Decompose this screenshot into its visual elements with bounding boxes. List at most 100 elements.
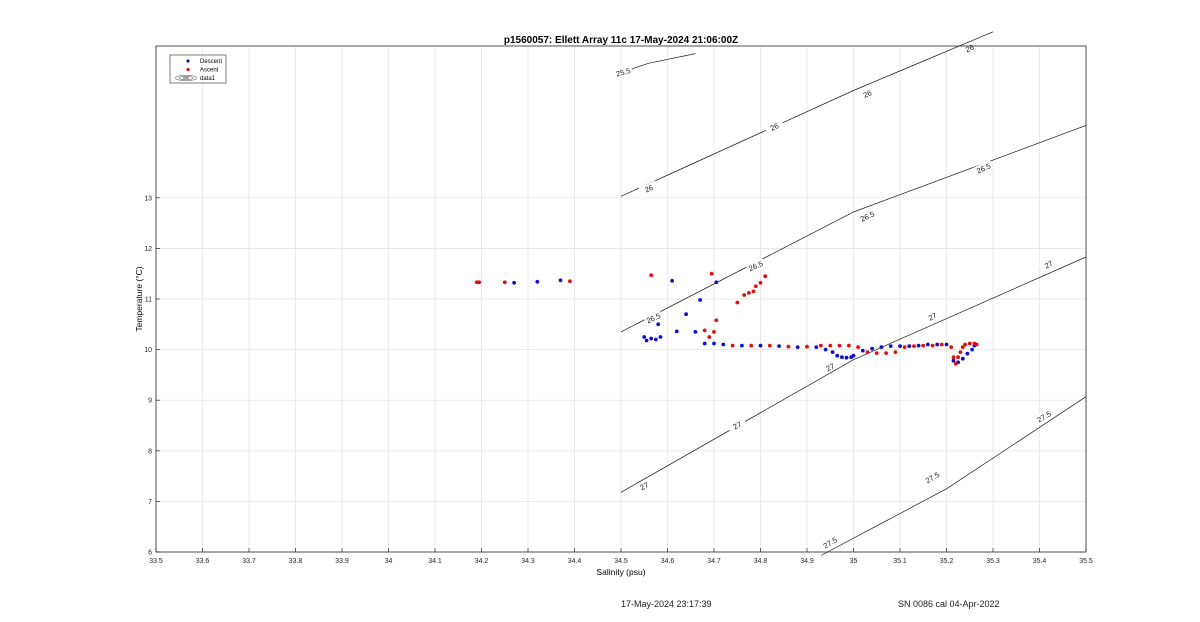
- ascent-point: [884, 351, 888, 355]
- ascent-point: [837, 343, 842, 348]
- descent-point: [916, 343, 921, 348]
- y-tick-label: 12: [144, 246, 152, 253]
- descent-point: [830, 350, 835, 354]
- descent-point: [935, 342, 940, 347]
- x-tick-label: 34.3: [521, 558, 535, 565]
- legend-ascent-marker: [186, 67, 190, 72]
- ascent-point: [893, 350, 898, 354]
- contour-label: 27: [824, 361, 836, 373]
- ascent-point: [767, 343, 772, 348]
- data-points: [474, 271, 979, 366]
- contour-label-bg: [819, 358, 841, 375]
- y-tick-label: 7: [148, 499, 152, 506]
- y-tick-label: 10: [144, 347, 152, 354]
- ascent-point: [751, 289, 756, 294]
- descent-point: [926, 342, 930, 347]
- contour-label-bg: [922, 468, 943, 486]
- descent-point: [907, 344, 912, 348]
- descent-point: [835, 353, 840, 358]
- ascent-point: [707, 335, 712, 339]
- y-axis-label: Temperature (°C): [134, 266, 144, 331]
- chart-legend: Descent Ascent data1: [169, 54, 227, 84]
- ascent-point: [847, 343, 851, 348]
- contour-label-bg: [973, 160, 994, 176]
- ascent-point: [758, 280, 763, 285]
- contour-label-bg: [613, 65, 634, 79]
- descent-point: [944, 342, 949, 347]
- ascent-point: [502, 280, 507, 285]
- ascent-point: [753, 284, 758, 289]
- ascent-point: [828, 343, 833, 348]
- descent-point: [654, 337, 658, 342]
- descent-point: [721, 342, 726, 347]
- ascent-point: [819, 343, 823, 348]
- descent-point: [702, 341, 707, 346]
- x-tick-label: 35: [850, 558, 858, 565]
- ascent-point: [974, 342, 979, 347]
- contour-label-bg: [857, 85, 878, 102]
- legend-descent-marker: [186, 59, 190, 63]
- descent-point: [814, 345, 819, 349]
- ascent-point: [747, 291, 751, 295]
- ascent-point: [865, 350, 870, 354]
- x-tick-label: 33.7: [242, 558, 256, 565]
- contour-label: 26: [862, 88, 873, 100]
- descent-point: [898, 344, 902, 348]
- ascent-point: [912, 344, 916, 348]
- ascent-point: [953, 361, 958, 366]
- ascent-point: [709, 271, 714, 276]
- density-contour-26: [620, 31, 994, 197]
- contour-label-bg: [726, 416, 748, 434]
- ascent-point: [805, 344, 809, 349]
- contour-label: 27: [731, 420, 743, 432]
- contour-label-bg: [1038, 256, 1059, 273]
- descent-point: [851, 353, 856, 358]
- density-contours: 25.52626262626.526.526.526.5272727272727…: [613, 31, 1087, 556]
- ascent-point: [960, 345, 965, 349]
- ascent-point: [712, 330, 716, 334]
- contour-label-bg: [819, 533, 841, 551]
- descent-point: [823, 347, 828, 352]
- x-tick-label: 34.9: [800, 558, 814, 565]
- ascent-point: [742, 293, 747, 297]
- contour-label: 26: [769, 121, 780, 133]
- ascent-point: [568, 279, 572, 284]
- ascent-point: [958, 350, 963, 354]
- x-tick-label: 34.2: [475, 558, 489, 565]
- descent-point: [879, 345, 884, 349]
- descent-point: [758, 343, 763, 348]
- descent-point: [658, 335, 663, 339]
- descent-point: [684, 312, 688, 317]
- contour-label-bg: [922, 308, 943, 325]
- contour-label-bg: [638, 180, 659, 196]
- ascent-point: [963, 342, 967, 347]
- descent-point: [965, 351, 970, 356]
- x-tick-label: 33.8: [289, 558, 303, 565]
- y-tick-label: 9: [148, 398, 152, 405]
- ascent-point: [749, 343, 754, 348]
- descent-point: [698, 298, 702, 302]
- descent-point: [844, 355, 849, 360]
- x-tick-label: 34.4: [568, 558, 582, 565]
- ascent-point: [951, 355, 956, 360]
- descent-point: [649, 336, 654, 341]
- ascent-point: [477, 280, 482, 285]
- footer-calibration: SN 0086 cal 04-Apr-2022: [898, 599, 1000, 609]
- descent-point: [642, 335, 647, 339]
- density-contour-27: [620, 256, 1087, 493]
- descent-point: [740, 343, 744, 348]
- contour-label: 27: [638, 480, 650, 492]
- ascent-point: [786, 344, 791, 349]
- descent-point: [670, 278, 674, 283]
- descent-point: [512, 280, 516, 285]
- ascent-point: [702, 328, 707, 333]
- ascent-point: [730, 343, 735, 348]
- descent-point: [860, 348, 865, 353]
- legend-data1-label: data1: [200, 76, 216, 82]
- descent-point: [777, 344, 781, 348]
- contour-label-bg: [1033, 407, 1054, 425]
- descent-point: [870, 346, 874, 351]
- x-tick-label: 35.2: [940, 558, 954, 565]
- descent-point: [795, 345, 800, 349]
